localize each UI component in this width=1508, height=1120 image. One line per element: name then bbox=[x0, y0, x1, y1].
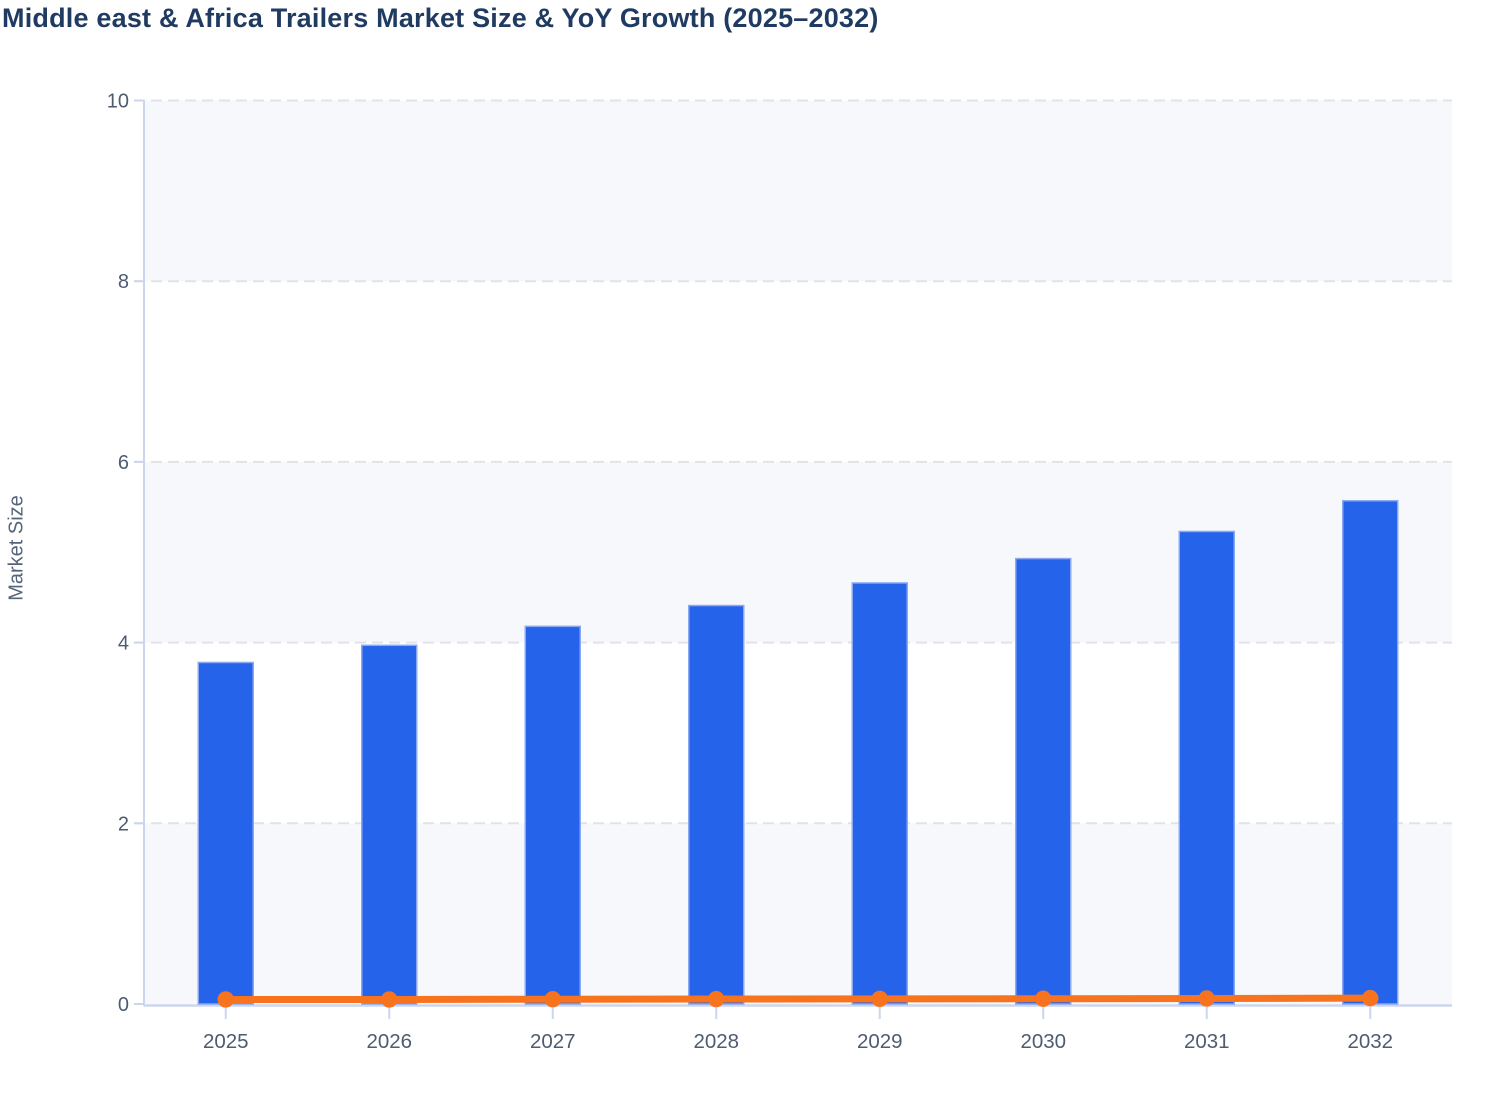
yoy-marker-2026 bbox=[381, 991, 398, 1008]
x-tick-label: 2032 bbox=[1347, 1030, 1393, 1053]
x-tick-label: 2025 bbox=[203, 1030, 249, 1053]
x-tick-label: 2028 bbox=[693, 1030, 739, 1053]
bar-2032 bbox=[1342, 500, 1399, 1005]
x-tick-label: 2031 bbox=[1184, 1030, 1230, 1053]
yoy-marker-2030 bbox=[1035, 990, 1052, 1007]
bar-2031 bbox=[1178, 530, 1235, 1005]
bar-2029 bbox=[851, 582, 908, 1005]
bar-2028 bbox=[688, 604, 745, 1005]
yoy-marker-2027 bbox=[544, 991, 561, 1008]
plot-band bbox=[144, 823, 1452, 1004]
y-tick-label: 4 bbox=[118, 633, 129, 655]
y-tick-label: 2 bbox=[118, 813, 129, 835]
bar-2027 bbox=[524, 625, 581, 1005]
bar-2030 bbox=[1015, 557, 1072, 1005]
bar-2025 bbox=[197, 661, 254, 1005]
x-tick-label: 2029 bbox=[857, 1030, 903, 1053]
y-tick-label: 6 bbox=[118, 452, 129, 474]
plot-band bbox=[144, 100, 1452, 282]
y-tick-label: 10 bbox=[107, 91, 129, 113]
yoy-marker-2028 bbox=[708, 990, 725, 1008]
yoy-marker-2032 bbox=[1362, 989, 1379, 1007]
y-tick-label: 8 bbox=[118, 271, 129, 293]
plot-band bbox=[144, 461, 1452, 643]
chart-title: Middle east & Africa Trailers Market Siz… bbox=[2, 3, 879, 33]
y-tick-label: 0 bbox=[118, 994, 129, 1016]
x-tick-label: 2026 bbox=[366, 1030, 412, 1053]
yoy-marker-2025 bbox=[217, 991, 234, 1008]
bar-2026 bbox=[361, 644, 418, 1005]
yoy-marker-2031 bbox=[1198, 990, 1215, 1007]
yoy-marker-2029 bbox=[871, 990, 888, 1008]
x-tick-label: 2027 bbox=[530, 1030, 576, 1053]
yoy-growth-line bbox=[222, 994, 1374, 1003]
x-tick-label: 2030 bbox=[1020, 1030, 1066, 1053]
